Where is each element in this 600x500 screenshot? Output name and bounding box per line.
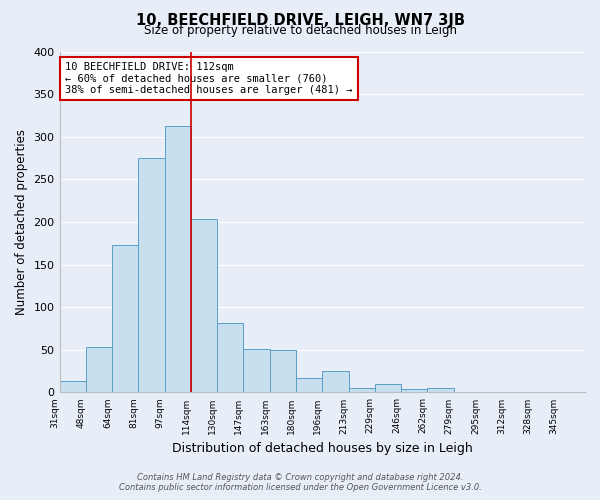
Bar [59, 382, 86, 392]
Bar [112, 245, 139, 392]
Y-axis label: Number of detached properties: Number of detached properties [15, 129, 28, 315]
Text: Contains HM Land Registry data © Crown copyright and database right 2024.
Contai: Contains HM Land Registry data © Crown c… [119, 473, 481, 492]
Text: 10 BEECHFIELD DRIVE: 112sqm
← 60% of detached houses are smaller (760)
38% of se: 10 BEECHFIELD DRIVE: 112sqm ← 60% of det… [65, 62, 352, 95]
Bar [375, 384, 401, 392]
Bar [296, 378, 322, 392]
Bar [270, 350, 296, 393]
Bar [139, 158, 164, 392]
Bar [244, 349, 270, 393]
Bar [191, 218, 217, 392]
Bar [349, 388, 375, 392]
Text: 10, BEECHFIELD DRIVE, LEIGH, WN7 3JB: 10, BEECHFIELD DRIVE, LEIGH, WN7 3JB [136, 12, 464, 28]
Bar [322, 371, 349, 392]
Bar [164, 126, 191, 392]
Bar [427, 388, 454, 392]
Bar [86, 348, 112, 393]
Bar [217, 324, 244, 392]
Text: Size of property relative to detached houses in Leigh: Size of property relative to detached ho… [143, 24, 457, 37]
Bar [401, 389, 427, 392]
X-axis label: Distribution of detached houses by size in Leigh: Distribution of detached houses by size … [172, 442, 473, 455]
